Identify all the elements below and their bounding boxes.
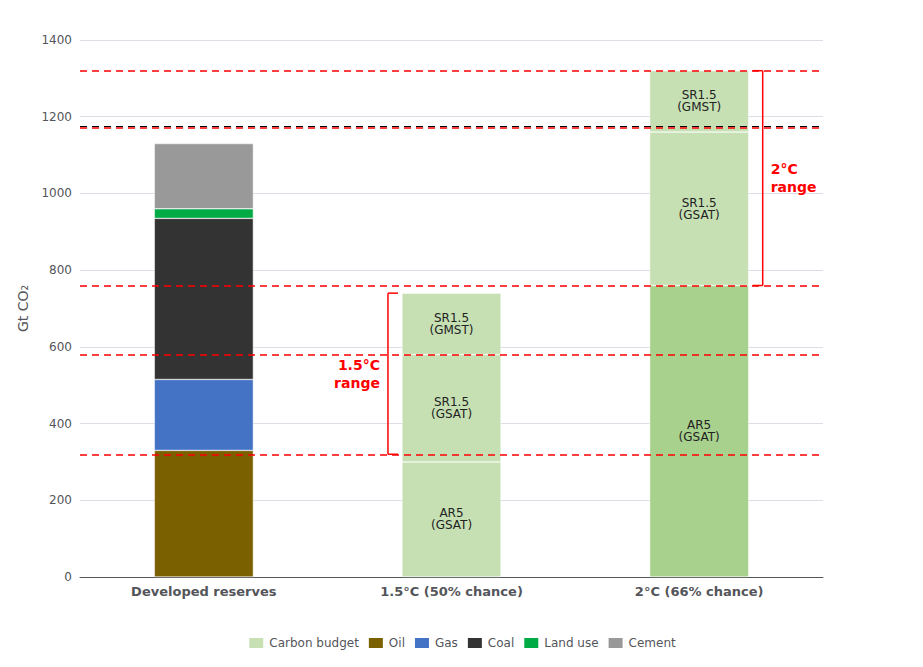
- svg-text:400: 400: [49, 417, 72, 431]
- svg-text:Oil: Oil: [389, 636, 405, 650]
- svg-text:Cement: Cement: [629, 636, 676, 650]
- svg-text:range: range: [771, 179, 817, 195]
- svg-text:600: 600: [49, 340, 72, 354]
- svg-text:(GSAT): (GSAT): [679, 208, 720, 222]
- svg-text:(GMST): (GMST): [677, 100, 721, 114]
- svg-text:(GSAT): (GSAT): [431, 518, 472, 532]
- svg-text:Gt CO₂: Gt CO₂: [15, 285, 31, 332]
- svg-text:1200: 1200: [41, 110, 72, 124]
- svg-text:SR1.5: SR1.5: [681, 195, 717, 210]
- svg-text:(GSAT): (GSAT): [431, 407, 472, 421]
- svg-text:800: 800: [49, 263, 72, 277]
- svg-text:1000: 1000: [41, 186, 72, 200]
- svg-text:0: 0: [64, 570, 72, 584]
- svg-text:AR5: AR5: [687, 418, 712, 433]
- svg-text:200: 200: [49, 493, 72, 507]
- svg-text:SR1.5: SR1.5: [434, 395, 469, 410]
- svg-text:1.5°C: 1.5°C: [338, 357, 380, 373]
- svg-text:Land use: Land use: [544, 636, 598, 650]
- svg-text:Carbon budget: Carbon budget: [269, 636, 359, 650]
- svg-text:Developed reserves: Developed reserves: [131, 584, 277, 599]
- svg-text:1400: 1400: [41, 33, 72, 47]
- svg-text:2°C: 2°C: [771, 161, 798, 177]
- svg-text:range: range: [334, 375, 380, 391]
- svg-text:2°C (66% chance): 2°C (66% chance): [635, 584, 764, 599]
- svg-text:SR1.5: SR1.5: [681, 88, 717, 103]
- svg-text:1.5°C (50% chance): 1.5°C (50% chance): [380, 584, 523, 599]
- svg-text:SR1.5: SR1.5: [434, 310, 469, 325]
- svg-text:Gas: Gas: [435, 636, 458, 650]
- svg-text:AR5: AR5: [439, 506, 464, 521]
- svg-text:Coal: Coal: [488, 636, 514, 650]
- svg-text:(GMST): (GMST): [430, 323, 474, 337]
- svg-text:(GSAT): (GSAT): [679, 430, 720, 444]
